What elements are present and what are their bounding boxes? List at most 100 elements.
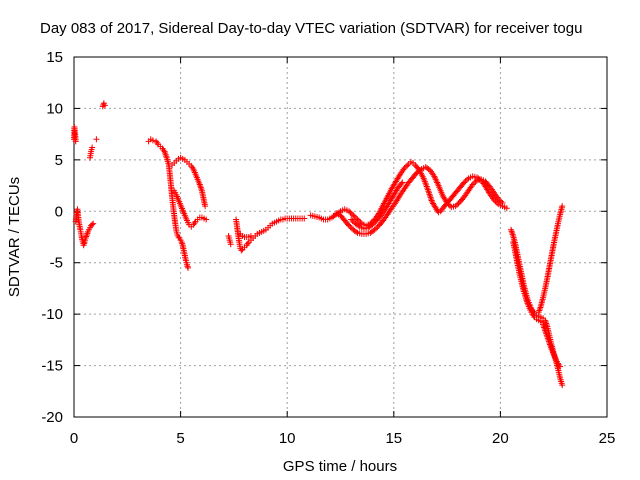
data-point [353, 215, 360, 222]
data-point [72, 138, 79, 145]
data-point [83, 231, 90, 238]
y-tick-label: -5 [50, 255, 63, 272]
data-point [491, 196, 498, 203]
data-point [163, 153, 170, 160]
data-point [185, 264, 192, 271]
x-tick-label: 15 [385, 430, 402, 447]
data-point [498, 198, 505, 205]
data-point [84, 230, 91, 237]
data-point [355, 217, 362, 224]
data-point [369, 221, 376, 228]
data-point [247, 232, 254, 239]
data-point [462, 178, 469, 185]
data-point [445, 201, 452, 208]
data-point [508, 228, 515, 235]
data-point [444, 200, 451, 207]
data-point [301, 215, 308, 222]
x-tick-label: 5 [176, 430, 184, 447]
data-point [559, 203, 566, 210]
data-point [509, 229, 516, 236]
data-point [503, 205, 510, 212]
data-point [399, 179, 406, 186]
x-axis-label: GPS time / hours [283, 458, 397, 475]
x-tick-label: 10 [279, 430, 296, 447]
data-point [499, 200, 506, 207]
data-point [350, 212, 357, 219]
y-tick-label: 15 [46, 49, 63, 66]
data-point [417, 167, 424, 174]
data-point [349, 217, 356, 224]
data-point [559, 382, 566, 389]
data-point [495, 195, 502, 202]
data-point [401, 165, 408, 172]
data-point [227, 241, 234, 248]
y-tick-label: 5 [55, 152, 63, 169]
data-point [346, 222, 353, 229]
data-point [354, 216, 361, 223]
data-point [244, 240, 251, 247]
data-point [398, 180, 405, 187]
data-point [463, 176, 470, 183]
data-point [203, 216, 210, 223]
data-point [461, 179, 468, 186]
x-axis-ticks: 0 5 10 15 20 25 [70, 57, 616, 447]
data-point [469, 181, 476, 188]
data-point [191, 220, 198, 227]
data-point [471, 180, 478, 187]
data-point [509, 231, 516, 238]
data-point [373, 225, 380, 232]
data-point [83, 233, 90, 240]
data-point [452, 203, 459, 210]
data-markers [71, 100, 566, 389]
plot-area-frame [73, 56, 608, 418]
x-tick-label: 20 [492, 430, 509, 447]
data-point [557, 363, 564, 370]
y-axis-label: SDTVAR / TECUs [6, 177, 23, 297]
data-point [198, 186, 205, 193]
data-point [347, 224, 354, 231]
y-tick-label: -15 [41, 358, 63, 375]
data-point [101, 102, 108, 109]
data-point [355, 222, 362, 229]
data-point [348, 211, 355, 218]
data-point [427, 192, 434, 199]
y-tick-label: 0 [55, 203, 63, 220]
data-point [93, 136, 100, 143]
data-point [537, 304, 544, 311]
data-point [427, 194, 434, 201]
data-point [100, 101, 107, 108]
data-point [351, 213, 358, 220]
data-point [238, 247, 245, 254]
y-tick-label: 10 [46, 100, 63, 117]
data-point [536, 306, 543, 312]
data-point [508, 226, 515, 233]
data-point [89, 144, 96, 151]
data-point [426, 191, 433, 198]
data-point [346, 208, 353, 215]
grid-lines [74, 57, 607, 417]
x-tick-label: 25 [599, 430, 616, 447]
data-point [347, 209, 354, 216]
data-point [370, 220, 377, 227]
data-point [353, 228, 360, 235]
data-point [454, 201, 461, 208]
data-point [404, 162, 411, 169]
data-point [202, 203, 209, 210]
data-point [184, 263, 191, 270]
data-point [149, 137, 156, 144]
data-point [446, 202, 453, 209]
y-axis-ticks: -20 -15 -10 -5 0 5 10 15 [41, 49, 607, 426]
data-point [175, 234, 182, 240]
data-point [402, 163, 409, 170]
data-point [348, 216, 355, 223]
chart-title: Day 083 of 2017, Sidereal Day-to-day VTE… [40, 20, 582, 37]
data-point [162, 150, 169, 157]
data-point [357, 219, 364, 226]
data-point [371, 226, 378, 233]
data-point [472, 178, 479, 185]
data-point [90, 220, 97, 227]
y-tick-label: -20 [41, 409, 63, 426]
data-point [179, 240, 186, 247]
x-tick-label: 0 [70, 430, 78, 447]
